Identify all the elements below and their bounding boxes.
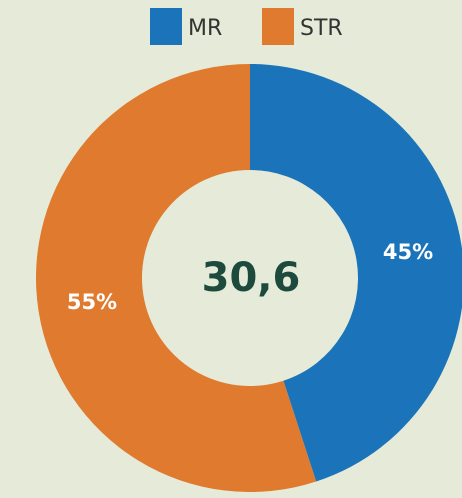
legend-swatch xyxy=(262,8,294,45)
legend-swatch xyxy=(150,8,182,45)
value-label: 45% xyxy=(383,240,433,264)
center-label: 30,6 xyxy=(202,255,301,301)
value-label: 55% xyxy=(67,290,117,314)
donut-segment xyxy=(250,64,462,482)
legend-label: MR xyxy=(188,16,222,41)
donut-segment xyxy=(35,64,317,492)
legend-label: STR xyxy=(300,16,343,41)
